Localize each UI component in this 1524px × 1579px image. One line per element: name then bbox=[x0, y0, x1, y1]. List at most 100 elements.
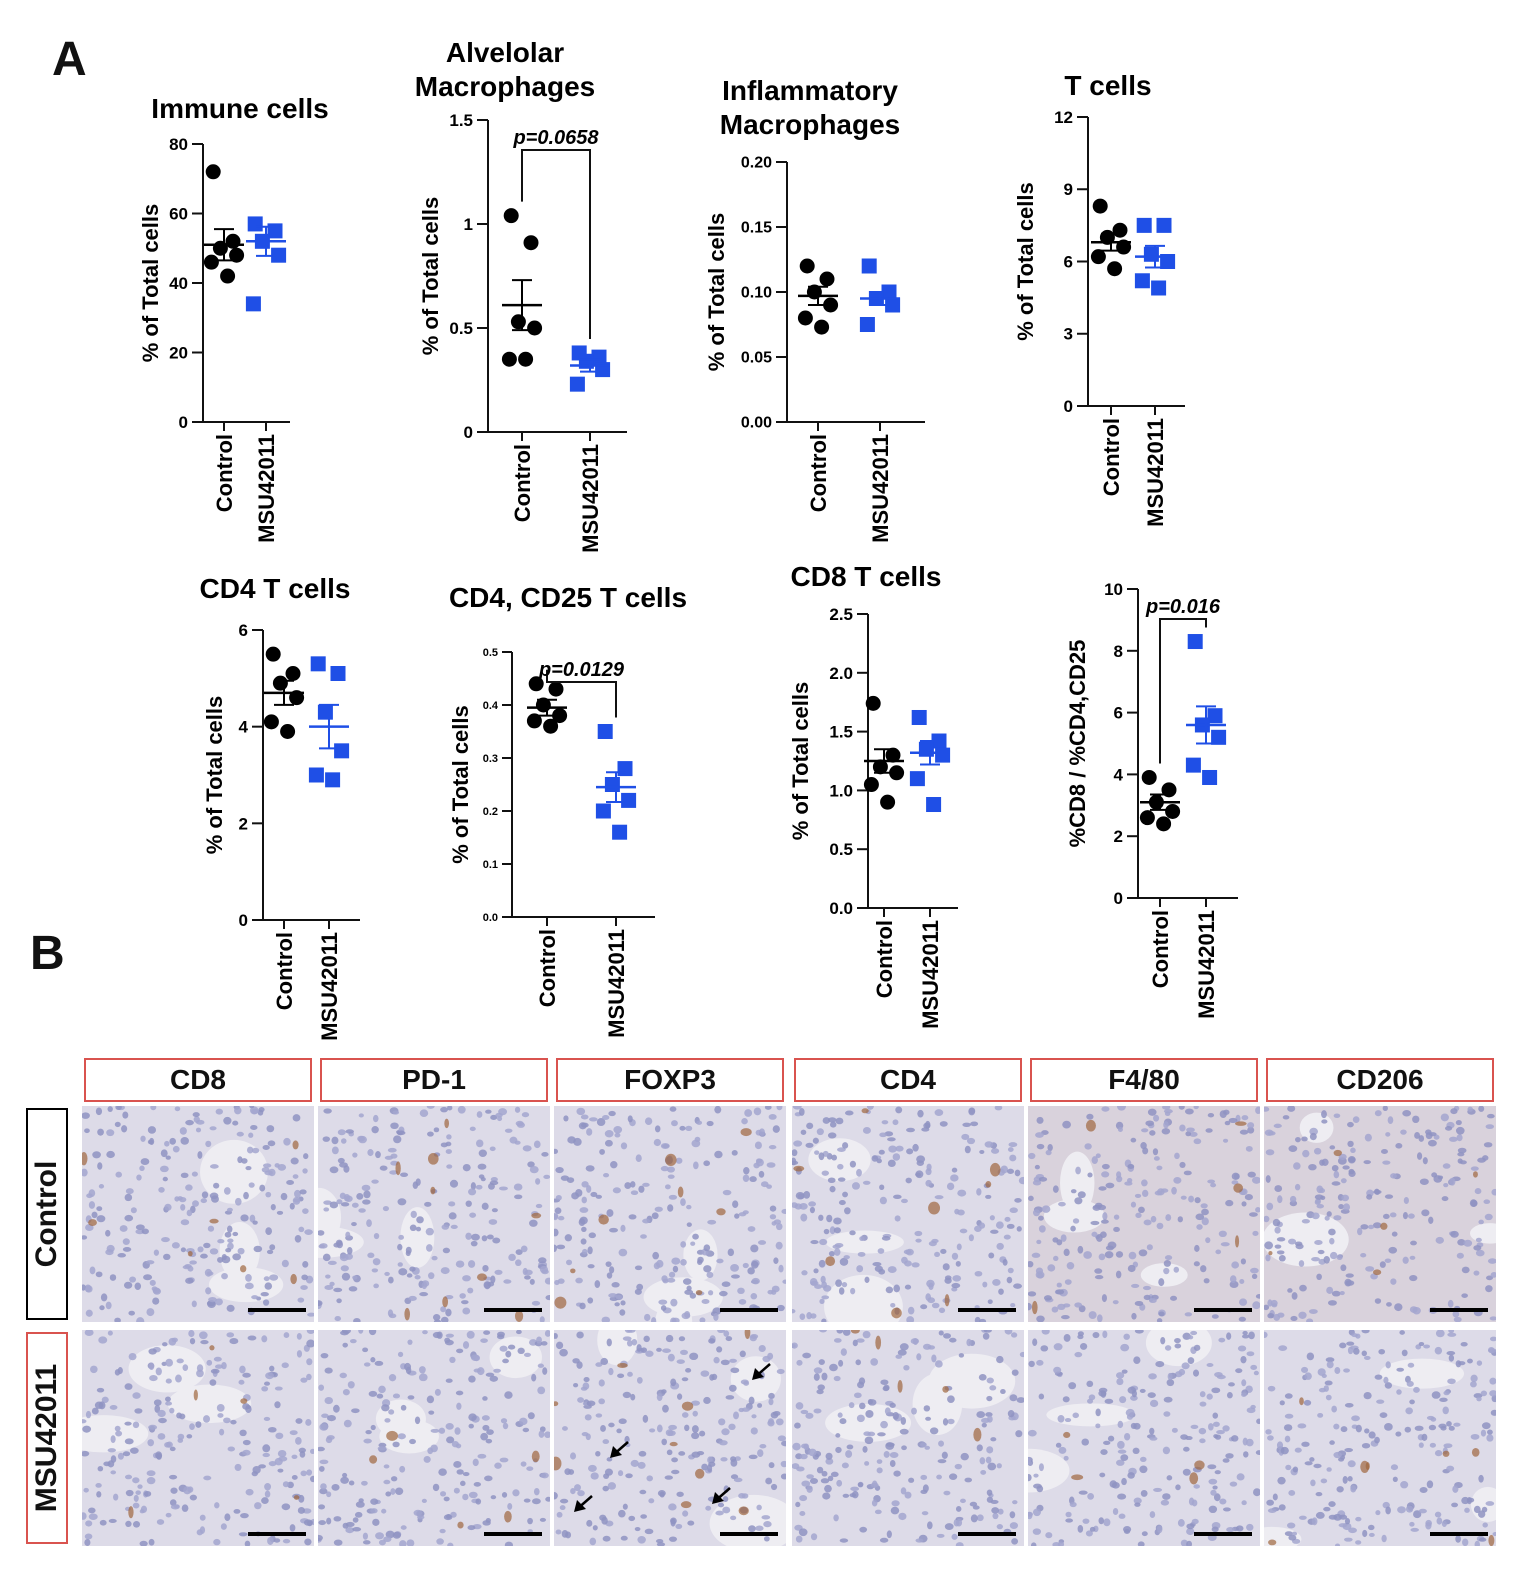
row-label-msu42011: MSU42011 bbox=[26, 1332, 68, 1544]
chart-title: Macrophages bbox=[720, 109, 901, 140]
scale-bar bbox=[1194, 1532, 1252, 1536]
scale-bar bbox=[1194, 1308, 1252, 1312]
chart-title: CD8 T cells bbox=[791, 561, 942, 592]
y-tick-label: 6 bbox=[1064, 252, 1073, 271]
column-header-foxp3: FOXP3 bbox=[556, 1058, 784, 1102]
data-point-msu42011 bbox=[317, 704, 333, 720]
x-tick-label: MSU42011 bbox=[254, 434, 279, 543]
arrow-icon bbox=[610, 1441, 629, 1458]
micrograph-texture bbox=[1028, 1106, 1260, 1322]
column-header-pd1: PD-1 bbox=[320, 1058, 548, 1102]
significance-bracket bbox=[521, 149, 591, 339]
micrograph-msu42011-pd1 bbox=[318, 1330, 550, 1546]
y-tick-label: 6 bbox=[239, 621, 248, 640]
data-point-msu42011 bbox=[1202, 769, 1218, 785]
chart-title: Macrophages bbox=[415, 71, 596, 102]
x-tick-label: MSU42011 bbox=[578, 444, 603, 553]
arrow-icon bbox=[574, 1495, 593, 1512]
data-point-control bbox=[1141, 769, 1157, 785]
x-tick-label: Control bbox=[510, 444, 535, 522]
x-tick-label: Control bbox=[212, 434, 237, 512]
x-tick-label: Control bbox=[872, 920, 897, 998]
x-tick-label: Control bbox=[806, 434, 831, 512]
data-point-msu42011 bbox=[271, 247, 287, 263]
y-tick-label: 4 bbox=[239, 718, 249, 737]
y-tick-label: 0 bbox=[239, 911, 248, 930]
y-tick-label: 2 bbox=[239, 814, 248, 833]
row-label-text: Control bbox=[30, 1160, 63, 1268]
column-header-cd206: CD206 bbox=[1266, 1058, 1494, 1102]
y-tick-label: 0.0 bbox=[483, 912, 498, 924]
y-tick-label: 8 bbox=[1114, 642, 1123, 661]
data-point-control bbox=[518, 351, 534, 367]
micrograph-texture bbox=[318, 1106, 550, 1322]
x-tick-label: Control bbox=[272, 932, 297, 1010]
data-point-control bbox=[543, 718, 559, 734]
significance-bracket bbox=[546, 669, 617, 718]
data-point-control bbox=[1092, 198, 1108, 214]
data-point-control bbox=[503, 208, 519, 224]
data-point-control bbox=[1112, 222, 1128, 238]
data-point-control bbox=[229, 247, 245, 263]
data-point-control bbox=[819, 271, 835, 287]
chart-4: T cells 0 3 6 9 12 % of Total cells Control MSU4… bbox=[1013, 70, 1185, 527]
data-point-msu42011 bbox=[1187, 634, 1203, 650]
micrograph-control-f480 bbox=[1028, 1106, 1260, 1322]
data-point-control bbox=[797, 310, 813, 326]
data-point-msu42011 bbox=[621, 792, 637, 808]
scale-bar bbox=[958, 1308, 1016, 1312]
chart-1: Immune cells 0 20 40 60 80 % of Total cells Con… bbox=[138, 93, 329, 543]
micrograph-texture bbox=[792, 1330, 1024, 1546]
data-point-control bbox=[552, 708, 568, 724]
data-point-control bbox=[863, 777, 879, 793]
y-tick-label: 20 bbox=[169, 343, 188, 362]
micrograph-texture bbox=[1264, 1106, 1496, 1322]
y-tick-label: 0.4 bbox=[483, 700, 499, 712]
data-point-control bbox=[814, 319, 830, 335]
data-point-control bbox=[225, 233, 241, 249]
data-point-msu42011 bbox=[569, 376, 585, 392]
chart-title: Alvelolar bbox=[446, 37, 564, 68]
data-point-msu42011 bbox=[1136, 217, 1152, 233]
y-tick-label: 0.20 bbox=[741, 155, 772, 172]
micrograph-msu42011-cd206 bbox=[1264, 1330, 1496, 1546]
data-point-control bbox=[823, 297, 839, 313]
panel-letter-a: A bbox=[52, 33, 87, 86]
data-point-msu42011 bbox=[604, 777, 620, 792]
y-tick-label: 0.00 bbox=[741, 415, 772, 432]
chart-5: CD4 T cells 0 2 4 6 % of Total cells Control MS… bbox=[200, 573, 360, 1041]
y-tick-label: 0 bbox=[179, 413, 188, 432]
data-point-control bbox=[526, 713, 542, 729]
micrograph-texture bbox=[792, 1106, 1024, 1322]
y-axis-label: % of Total cells bbox=[1013, 182, 1038, 341]
y-tick-label: 3 bbox=[1064, 325, 1073, 344]
scale-bar bbox=[248, 1308, 306, 1312]
data-point-control bbox=[548, 681, 564, 697]
y-tick-label: 2 bbox=[1114, 827, 1123, 846]
row-label-control: Control bbox=[26, 1108, 68, 1320]
data-point-control bbox=[1090, 249, 1106, 265]
x-tick-label: MSU42011 bbox=[1194, 910, 1219, 1019]
y-tick-label: 40 bbox=[169, 274, 188, 293]
micrograph-msu42011-f480 bbox=[1028, 1330, 1260, 1546]
micrograph-control-cd4 bbox=[792, 1106, 1024, 1322]
data-point-msu42011 bbox=[861, 258, 877, 274]
micrograph-msu42011-foxp3 bbox=[554, 1330, 786, 1546]
data-point-control bbox=[285, 666, 301, 681]
scale-bar bbox=[484, 1532, 542, 1536]
p-value-label: p=0.0658 bbox=[512, 127, 599, 149]
scale-bar bbox=[248, 1532, 306, 1536]
y-tick-label: 12 bbox=[1054, 108, 1073, 127]
data-point-control bbox=[799, 258, 815, 274]
data-point-msu42011 bbox=[325, 772, 341, 788]
data-point-control bbox=[1156, 816, 1172, 832]
micrograph-texture bbox=[82, 1330, 314, 1546]
data-point-msu42011 bbox=[1143, 246, 1159, 262]
arrow-icon bbox=[712, 1487, 731, 1504]
chart-title: CD4 T cells bbox=[200, 573, 351, 604]
data-point-control bbox=[203, 254, 219, 270]
data-point-control bbox=[880, 794, 896, 810]
data-point-control bbox=[501, 351, 517, 367]
data-point-control bbox=[205, 164, 221, 180]
